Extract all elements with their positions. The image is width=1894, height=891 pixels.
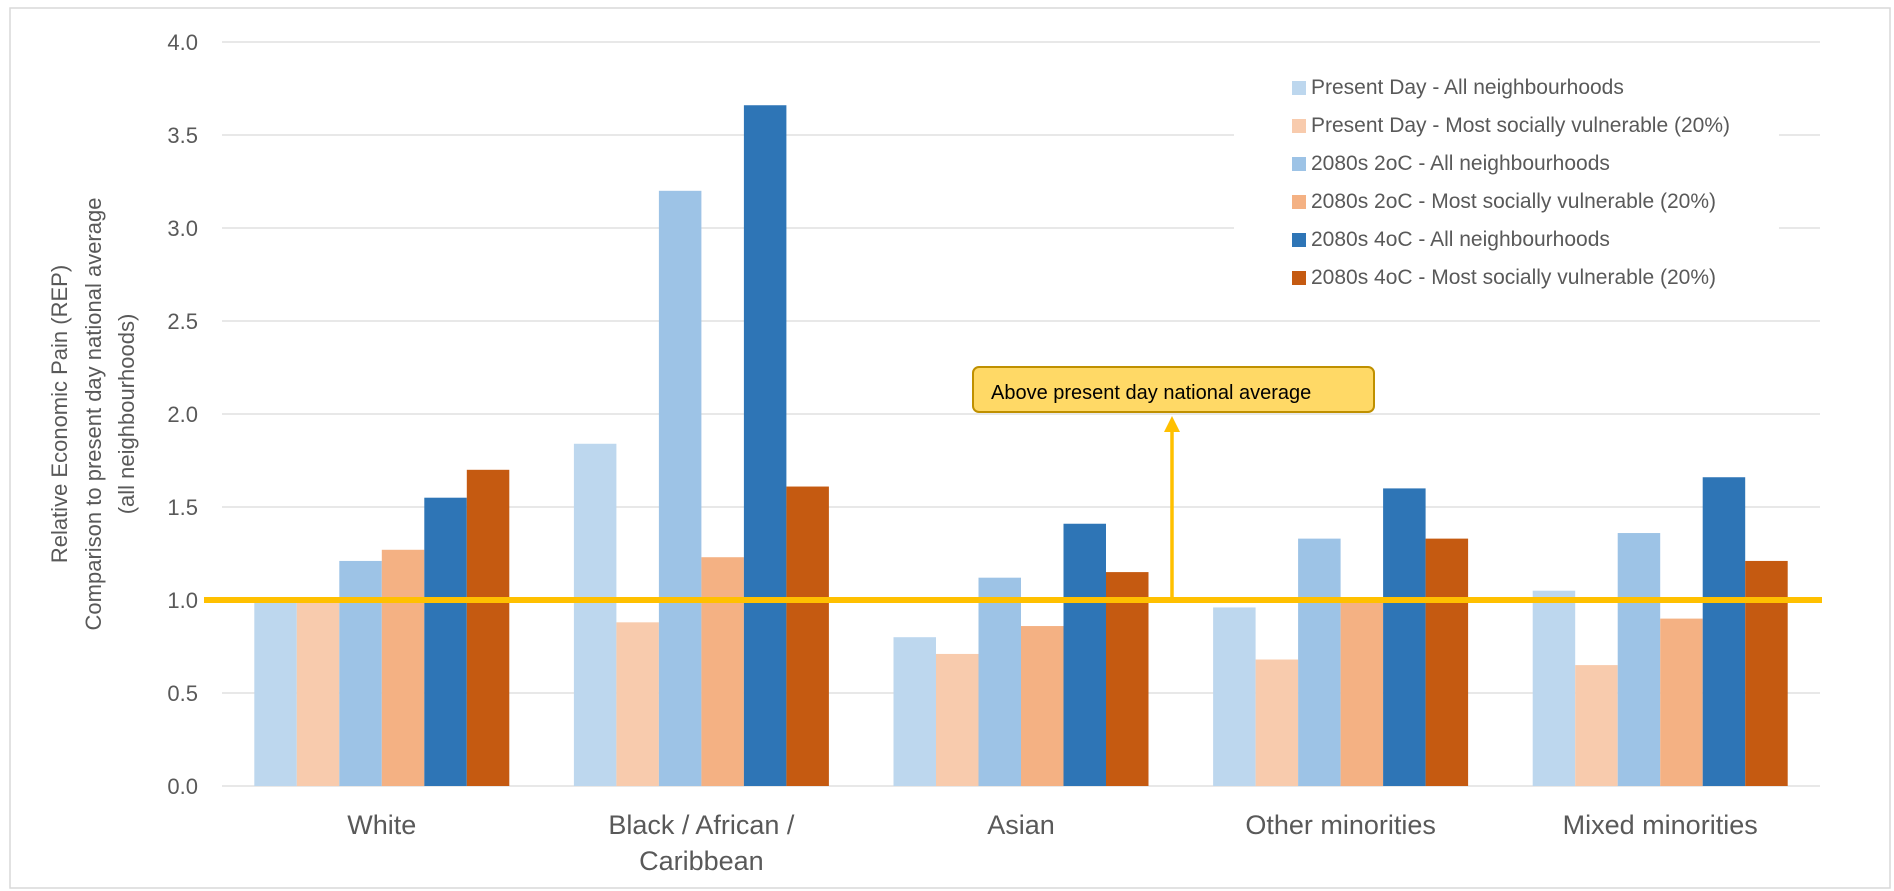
bar: [1575, 665, 1618, 786]
bar: [1021, 626, 1064, 786]
y-tick-label: 3.0: [167, 216, 198, 241]
y-axis-title-line: (all neighbourhoods): [114, 314, 139, 515]
x-tick-label: Mixed minorities: [1563, 810, 1758, 840]
x-tick-label: Asian: [987, 810, 1055, 840]
bar: [658, 190, 702, 787]
legend: Present Day - All neighbourhoods Present …: [1234, 62, 1779, 298]
bar: [424, 497, 467, 786]
legend-background: [1234, 62, 1779, 298]
bar: [1745, 560, 1788, 786]
y-tick-label: 3.5: [167, 123, 198, 148]
annotation-layer: Above present day national average: [972, 366, 1375, 600]
legend-label: 2080s 2oC - Most socially vulnerable (20…: [1311, 190, 1716, 213]
bar: [466, 469, 510, 786]
x-tick-label: Black / African / Caribbean: [608, 810, 795, 876]
legend-label: 2080s 2oC - All neighbourhoods: [1311, 152, 1610, 175]
bar: [1298, 538, 1341, 786]
bars: [254, 105, 1788, 787]
legend-swatch: [1292, 81, 1306, 95]
legend-swatch: [1292, 195, 1306, 209]
y-axis-title-line: Relative Economic Pain (REP): [47, 265, 72, 563]
x-tick-label: Other minorities: [1245, 810, 1436, 840]
annotation-text: Above present day national average: [991, 382, 1311, 404]
x-tick-label-line: Asian: [987, 810, 1055, 840]
bar: [978, 577, 1021, 786]
x-tick-label-line: Mixed minorities: [1563, 810, 1758, 840]
bar: [1340, 600, 1384, 786]
legend-swatch: [1292, 157, 1306, 171]
y-axis-title-line: Comparison to present day national avera…: [81, 198, 106, 631]
y-tick-label: 0.5: [167, 681, 198, 706]
y-tick-label: 0.0: [167, 774, 198, 799]
x-axis-ticks: White Black / African / Caribbean Asian Othe…: [347, 810, 1757, 876]
bar: [701, 557, 744, 786]
x-tick-label-line: White: [347, 810, 416, 840]
y-axis-ticks: 0.0 0.5 1.0 1.5 2.0 2.5 3.0 3.5 4.0: [167, 30, 198, 799]
bar: [1063, 523, 1106, 786]
y-tick-label: 2.5: [167, 309, 198, 334]
bar: [1106, 572, 1149, 786]
bar: [893, 637, 936, 786]
y-tick-label: 4.0: [167, 30, 198, 55]
x-tick-label: White: [347, 810, 416, 840]
bar: [936, 653, 979, 786]
legend-label: Present Day - All neighbourhoods: [1311, 76, 1624, 99]
legend-label: Present Day - Most socially vulnerable (…: [1311, 114, 1730, 137]
bar: [1660, 618, 1703, 786]
annotation-box: [972, 366, 1375, 413]
bar: [339, 560, 382, 786]
bar: [1425, 538, 1469, 786]
y-axis-title: Relative Economic Pain (REP) Comparison t…: [47, 198, 139, 631]
bar: [786, 486, 829, 786]
bar: [743, 105, 787, 787]
x-tick-label-line: Black / African /: [608, 810, 795, 840]
bar: [1532, 590, 1576, 786]
bar: [573, 443, 617, 786]
legend-swatch: [1292, 271, 1306, 285]
x-tick-label-line: Other minorities: [1245, 810, 1436, 840]
y-tick-label: 1.0: [167, 588, 198, 613]
bar: [1617, 533, 1661, 786]
legend-label: 2080s 4oC - Most socially vulnerable (20…: [1311, 266, 1716, 289]
legend-label: 2080s 4oC - All neighbourhoods: [1311, 228, 1610, 251]
bar: [616, 622, 659, 786]
bar: [1255, 659, 1299, 786]
y-tick-label: 2.0: [167, 402, 198, 427]
y-tick-label: 1.5: [167, 495, 198, 520]
bar: [1702, 477, 1746, 786]
bar: [296, 601, 340, 786]
annotation-arrowhead: [1164, 416, 1180, 432]
bar: [254, 601, 297, 786]
bar: [381, 549, 425, 786]
legend-swatch: [1292, 233, 1306, 247]
legend-swatch: [1292, 119, 1306, 133]
x-tick-label-line: Caribbean: [639, 846, 764, 876]
bar: [1383, 488, 1426, 786]
bar: [1213, 607, 1256, 786]
